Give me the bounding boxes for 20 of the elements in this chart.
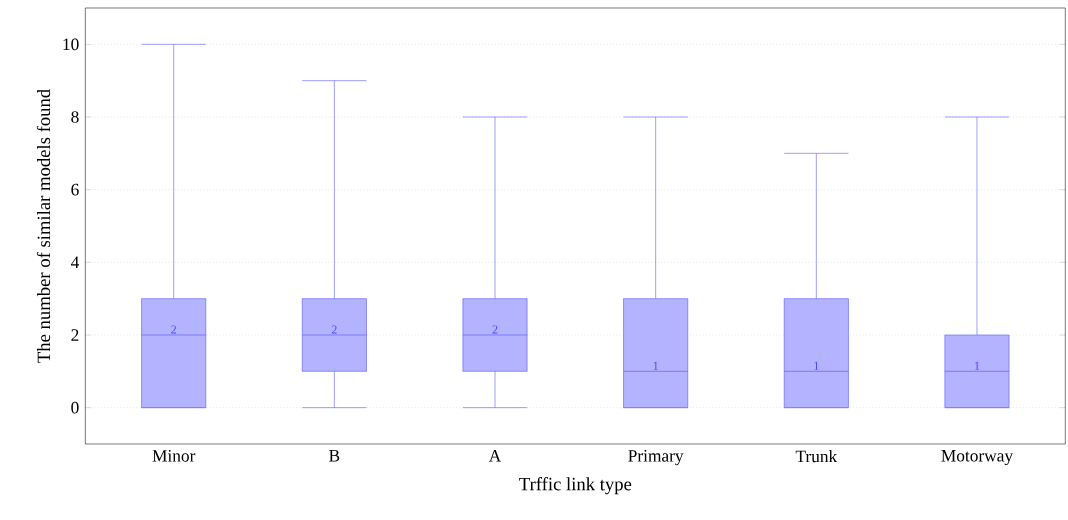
y-tick-label: 10 bbox=[63, 38, 79, 51]
text: 2 bbox=[492, 325, 498, 334]
y-tick-label: 4 bbox=[70, 256, 80, 269]
y-tick-label: 8 bbox=[71, 111, 79, 123]
x-tick-label: A bbox=[488, 450, 502, 462]
text: 2 bbox=[171, 325, 177, 334]
y-axis-title: The number of similar models found bbox=[36, 89, 51, 363]
y-tick-label: 6 bbox=[71, 183, 79, 196]
text: 1 bbox=[653, 361, 658, 370]
x-tick-label: B bbox=[329, 450, 340, 462]
x-tick-label: Trunk bbox=[795, 450, 838, 463]
text: 2 bbox=[331, 325, 337, 334]
y-tick-label: 2 bbox=[71, 329, 79, 341]
text: 1 bbox=[814, 361, 819, 370]
x-axis-title: Trffic link type bbox=[519, 477, 632, 495]
x-tick-label: Motorway bbox=[941, 450, 1013, 466]
text: 1 bbox=[975, 361, 980, 370]
x-tick-label: Minor bbox=[152, 450, 196, 462]
y-tick-label: 0 bbox=[71, 401, 79, 414]
x-tick-label: Primary bbox=[628, 450, 684, 466]
